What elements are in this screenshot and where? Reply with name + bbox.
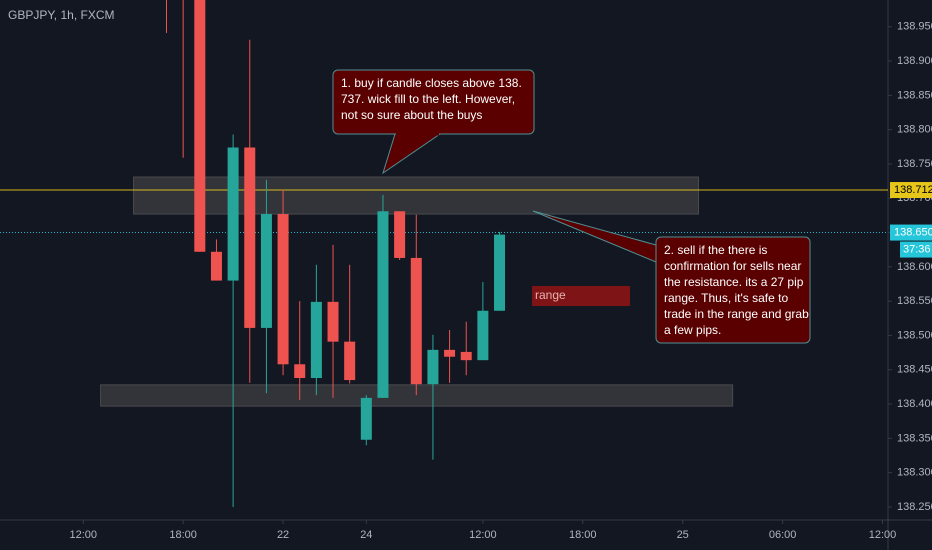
candle-body xyxy=(294,364,306,378)
callout-pointer xyxy=(382,133,442,175)
price-label-box xyxy=(890,224,932,241)
range-box xyxy=(532,286,630,306)
callout-text: 2. sell if the there is xyxy=(664,243,767,257)
callout-box xyxy=(655,236,811,344)
y-tick-label: 138.250 xyxy=(897,501,932,513)
y-tick-label: 138.500 xyxy=(897,329,932,341)
callout-seam xyxy=(396,132,439,136)
candle-body xyxy=(310,301,322,378)
y-tick-label: 138.300 xyxy=(897,467,932,479)
x-tick-label: 25 xyxy=(677,529,689,541)
candle-body xyxy=(344,341,356,381)
price-label: 138.650 xyxy=(894,226,932,238)
candle-body xyxy=(360,397,372,440)
countdown-box xyxy=(900,241,932,258)
price-label-box xyxy=(890,182,932,199)
callout-text: range. Thus, it's safe to xyxy=(664,291,788,305)
callout-text: confirmation for sells near xyxy=(664,259,801,273)
candle-body xyxy=(277,214,289,365)
price-label: 138.712 xyxy=(894,184,932,196)
candle-body xyxy=(244,147,256,328)
x-tick-label: 18:00 xyxy=(169,529,197,541)
candle-body xyxy=(477,310,489,361)
x-tick-label: 24 xyxy=(360,529,372,541)
callout-text: not so sure about the buys xyxy=(341,108,482,122)
zone xyxy=(133,176,700,215)
y-tick-label: 138.800 xyxy=(897,124,932,136)
candle-body xyxy=(410,257,422,385)
x-tick-label: 12:00 xyxy=(469,529,497,541)
callout-text: the resistance. its a 27 pip xyxy=(664,275,804,289)
overlay: range 1. buy if candle closes above 138. 7… xyxy=(332,69,811,344)
y-tick-label: 138.350 xyxy=(897,432,932,444)
x-tick-label: 06:00 xyxy=(769,529,797,541)
y-tick-label: 138.950 xyxy=(897,21,932,33)
candle-body xyxy=(194,0,206,252)
y-tick-label: 138.400 xyxy=(897,398,932,410)
y-tick-label: 138.450 xyxy=(897,364,932,376)
callout-seam xyxy=(657,245,659,262)
y-tick-label: 138.600 xyxy=(897,261,932,273)
range-label: range xyxy=(535,288,566,302)
x-tick-label: 12:00 xyxy=(869,529,897,541)
callout-text: a few pips. xyxy=(664,323,721,337)
candle-body xyxy=(394,211,406,258)
candle-body xyxy=(427,349,439,385)
candle-body xyxy=(494,234,506,311)
y-tick-label: 138.550 xyxy=(897,295,932,307)
y-tick-label: 138.850 xyxy=(897,89,932,101)
candle-body xyxy=(327,301,339,342)
callout-text: 737. wick fill to the left. However, xyxy=(341,92,515,106)
x-tick-label: 22 xyxy=(277,529,289,541)
candle-body xyxy=(377,211,389,398)
chart-title: GBPJPY, 1h, FXCM xyxy=(8,8,114,22)
candle-body xyxy=(210,251,222,281)
candle-body xyxy=(260,214,272,328)
plot-area xyxy=(0,0,888,507)
callout-text: trade in the range and grab xyxy=(664,307,809,321)
candle-body xyxy=(227,147,239,281)
callout-text: 1. buy if candle closes above 138. xyxy=(341,76,522,90)
y-tick-label: 138.750 xyxy=(897,158,932,170)
x-tick-label: 18:00 xyxy=(569,529,597,541)
countdown: 37:36 xyxy=(903,243,931,255)
y-tick-label: 138.900 xyxy=(897,55,932,67)
candle-body xyxy=(460,351,472,361)
callout-pointer xyxy=(532,210,657,263)
x-tick-label: 12:00 xyxy=(69,529,97,541)
candle-body xyxy=(444,349,456,357)
